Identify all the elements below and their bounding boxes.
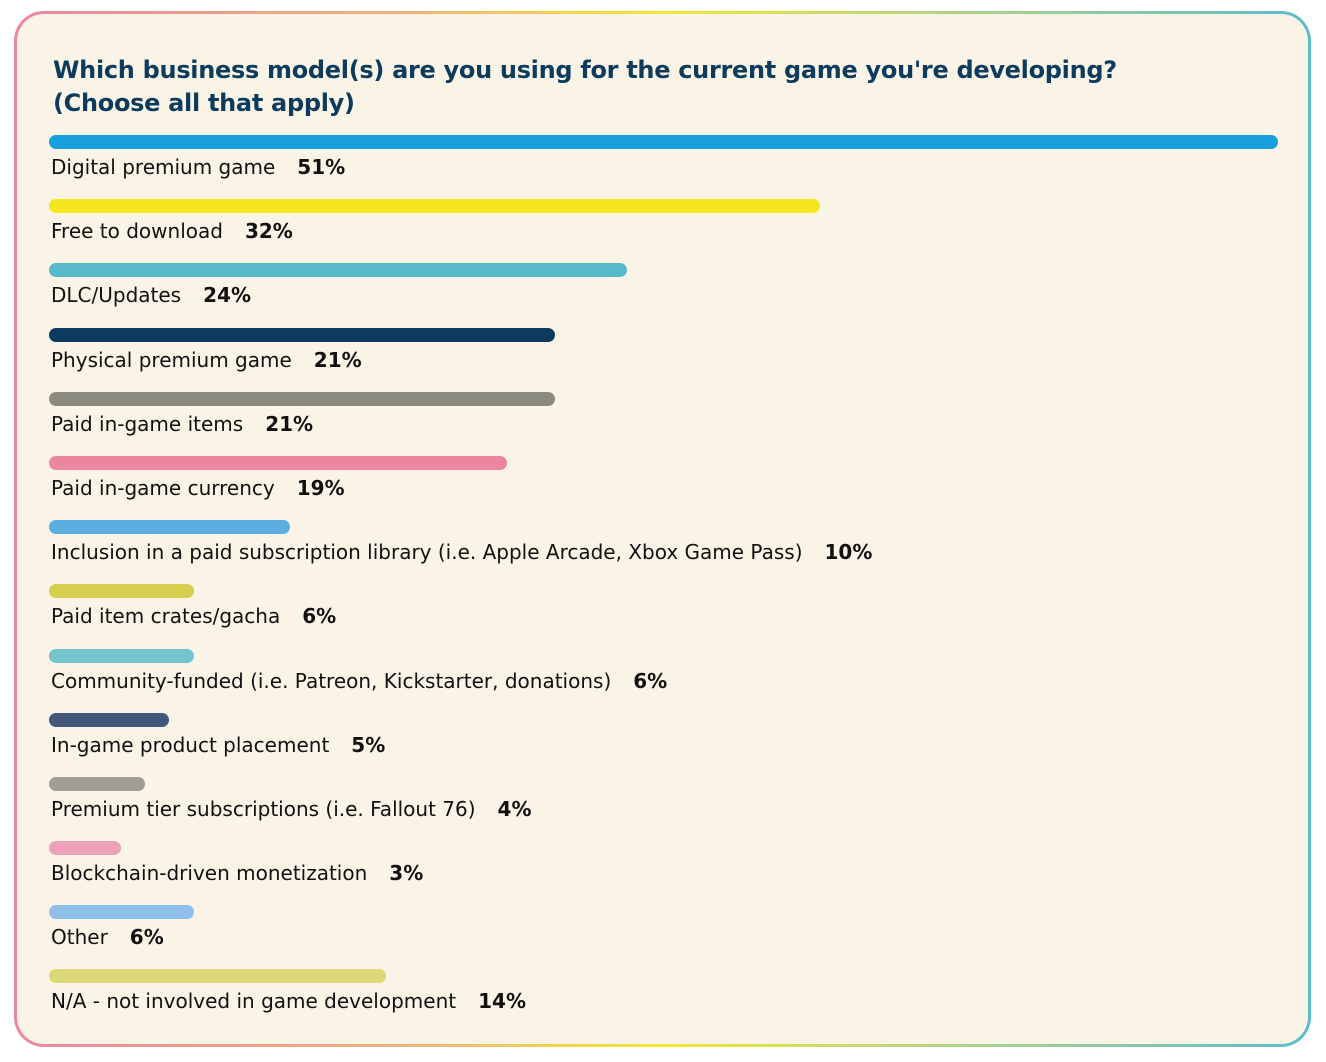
bar-label: Premium tier subscriptions (i.e. Fallout…: [51, 797, 532, 821]
category-label: Paid in-game currency: [51, 475, 275, 500]
value-label: 10%: [824, 540, 873, 565]
bar-row: Free to download 32%: [49, 199, 1281, 263]
bar: [49, 841, 122, 856]
bar-row: Paid in-game items 21%: [49, 391, 1281, 456]
category-label: N/A - not involved in game development: [51, 989, 457, 1014]
value-label: 21%: [313, 347, 362, 372]
value-label: 5%: [351, 732, 386, 757]
category-label: DLC/Updates: [51, 283, 182, 308]
bar-label: Physical premium game 21%: [51, 348, 362, 372]
bar-label: DLC/Updates 24%: [51, 283, 251, 307]
bar-label: Community-funded (i.e. Patreon, Kickstar…: [51, 669, 667, 693]
category-label: Other: [51, 925, 108, 950]
bar-row: Blockchain-driven monetization 3%: [49, 841, 1281, 905]
value-label: 6%: [302, 604, 337, 629]
bar-label: Free to download 32%: [51, 219, 293, 243]
bar-row: Community-funded (i.e. Patreon, Kickstar…: [49, 648, 1281, 713]
value-label: 24%: [203, 283, 251, 308]
chart-card: Which business model(s) are you using fo…: [17, 14, 1308, 1044]
category-label: Paid item crates/gacha: [51, 604, 281, 629]
bar-row: Inclusion in a paid subscription library…: [49, 520, 1281, 584]
bar: [49, 969, 387, 984]
bar-row: Other 6%: [49, 905, 1281, 969]
bar-label: Paid in-game currency 19%: [51, 476, 345, 500]
value-label: 6%: [633, 668, 668, 693]
subtitle-line: (Choose all that apply): [53, 89, 355, 117]
category-label: Free to download: [51, 219, 223, 244]
bar: [49, 135, 1278, 149]
category-label: Premium tier subscriptions (i.e. Fallout…: [51, 796, 476, 821]
bar: [49, 391, 556, 406]
bar-row: Paid in-game currency 19%: [49, 455, 1281, 520]
bar-row: DLC/Updates 24%: [49, 263, 1281, 327]
value-label: 6%: [129, 925, 164, 950]
value-label: 32%: [244, 219, 293, 244]
category-label: Paid in-game items: [51, 411, 244, 436]
bar-label: Other 6%: [51, 925, 164, 949]
bar: [49, 455, 507, 470]
category-label: Digital premium game: [51, 155, 276, 179]
bar-list: Digital premium game 51% Free to download 3…: [49, 135, 1281, 1034]
bar: [49, 712, 170, 727]
bar-label: Blockchain-driven monetization 3%: [51, 861, 423, 885]
bar-label: Paid in-game items 21%: [51, 412, 313, 436]
bar-row: Physical premium game 21%: [49, 327, 1281, 392]
bar-row: Digital premium game 51%: [49, 135, 1281, 199]
value-label: 51%: [297, 155, 346, 179]
bar: [49, 199, 821, 214]
bar-label: N/A - not involved in game development 14…: [51, 989, 526, 1013]
bar: [49, 905, 194, 920]
chart-title: Which business model(s) are you using fo…: [53, 54, 1117, 120]
category-label: In-game product placement: [51, 732, 330, 757]
bar-row: Premium tier subscriptions (i.e. Fallout…: [49, 776, 1281, 841]
value-label: 21%: [265, 411, 314, 436]
value-label: 3%: [389, 861, 424, 886]
value-label: 14%: [478, 989, 526, 1014]
bar: [49, 263, 628, 278]
bar: [49, 327, 556, 342]
bar-label: Digital premium game 51%: [51, 155, 345, 179]
bar: [49, 648, 194, 663]
bar-label: Inclusion in a paid subscription library…: [51, 540, 872, 564]
category-label: Physical premium game: [51, 347, 292, 372]
bar-label: Paid item crates/gacha 6%: [51, 604, 336, 628]
bar-label: In-game product placement 5%: [51, 733, 385, 757]
category-label: Community-funded (i.e. Patreon, Kickstar…: [51, 668, 612, 693]
card-border: Which business model(s) are you using fo…: [14, 11, 1311, 1047]
value-label: 19%: [296, 475, 345, 500]
bar-row: In-game product placement 5%: [49, 712, 1281, 777]
bar-row: Paid item crates/gacha 6%: [49, 584, 1281, 648]
category-label: Blockchain-driven monetization: [51, 861, 368, 886]
title-line: Which business model(s) are you using fo…: [53, 56, 1117, 84]
bar: [49, 584, 194, 599]
value-label: 4%: [497, 796, 532, 821]
bar-row: N/A - not involved in game development 14…: [49, 969, 1281, 1033]
bar: [49, 520, 290, 535]
bar: [49, 776, 146, 791]
category-label: Inclusion in a paid subscription library…: [51, 540, 803, 565]
